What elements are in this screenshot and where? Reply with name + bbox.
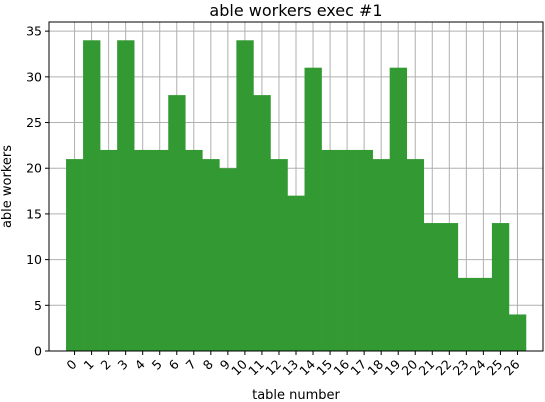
bar-22 — [440, 223, 459, 351]
x-tick-label: 5 — [149, 357, 165, 373]
bar-8 — [202, 159, 220, 351]
bar-16 — [338, 149, 356, 351]
y-tick-label: 15 — [26, 206, 42, 221]
bar-24 — [474, 277, 493, 351]
bar-15 — [321, 149, 339, 351]
x-tick-label: 8 — [200, 356, 216, 372]
bar-17 — [355, 149, 373, 351]
bars — [66, 40, 527, 352]
x-tick-label: 2 — [98, 357, 114, 373]
bar-20 — [406, 159, 425, 351]
bar-3 — [117, 40, 135, 352]
bar-10 — [236, 40, 254, 352]
bar-18 — [372, 159, 390, 351]
bar-14 — [304, 67, 322, 351]
x-axis-label: table number — [252, 388, 340, 402]
bar-6 — [168, 95, 186, 351]
bar-21 — [423, 223, 442, 351]
x-tick-label: 26 — [501, 356, 523, 378]
bar-13 — [287, 195, 305, 351]
y-tick-label: 5 — [34, 298, 42, 313]
x-tick-label: 1 — [80, 357, 96, 373]
y-tick-label: 20 — [26, 161, 42, 176]
y-tick-label: 35 — [26, 24, 42, 39]
x-tick-label: 4 — [132, 356, 148, 372]
bar-1 — [83, 40, 101, 352]
y-axis-label: able workers — [0, 145, 15, 228]
x-tick-label: 3 — [115, 357, 131, 373]
bar-4 — [134, 149, 152, 351]
x-tick-label: 7 — [183, 357, 199, 373]
bar-19 — [389, 67, 408, 351]
bar-11 — [253, 95, 271, 351]
y-tick-label: 10 — [26, 252, 42, 267]
x-tick-label: 6 — [166, 356, 182, 372]
y-tick-label: 30 — [26, 69, 42, 84]
y-tick-label: 0 — [34, 344, 42, 359]
bar-5 — [151, 149, 169, 351]
bar-0 — [66, 159, 84, 351]
y-tick-label: 25 — [26, 115, 42, 130]
bar-23 — [457, 277, 476, 351]
x-tick-label: 0 — [63, 356, 79, 372]
bar-9 — [219, 168, 237, 351]
bar-7 — [185, 149, 203, 351]
bar-26 — [508, 314, 527, 351]
bar-25 — [491, 223, 510, 351]
chart-title: able workers exec #1 — [209, 1, 382, 20]
bar-2 — [100, 149, 118, 351]
bar-12 — [270, 159, 288, 351]
